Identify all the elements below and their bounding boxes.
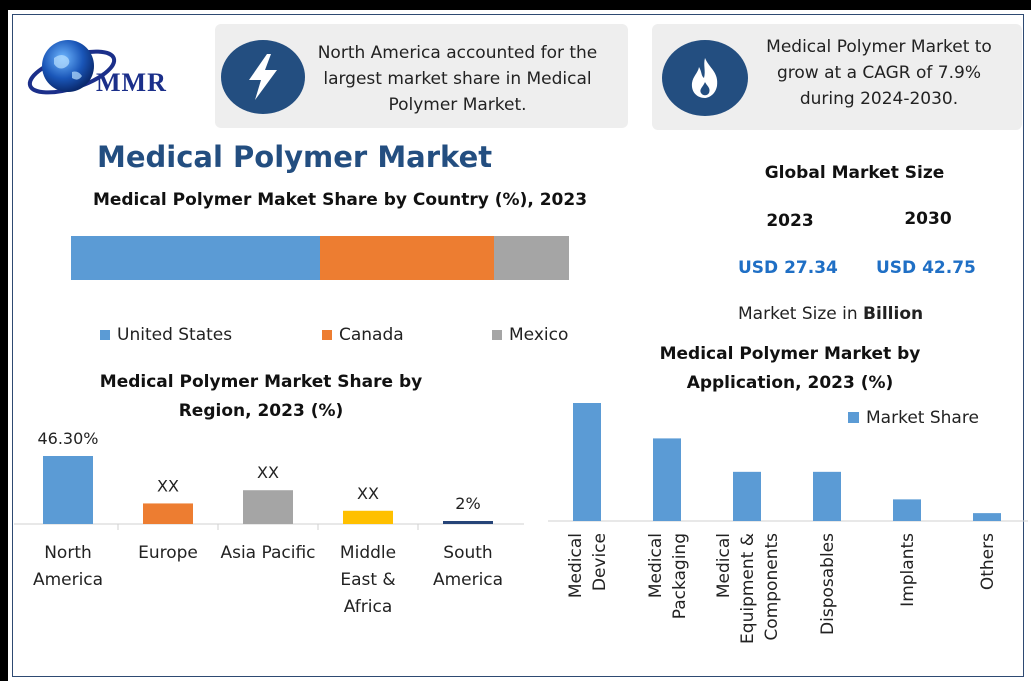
- application-bar: [573, 403, 601, 521]
- country-legend-item: Canada: [322, 325, 404, 345]
- legend-swatch: [492, 330, 502, 340]
- region-data-label: XX: [157, 476, 179, 495]
- region-data-label: 46.30%: [37, 429, 98, 448]
- application-tick-line: Medical: [646, 533, 666, 598]
- application-legend-swatch: [848, 412, 859, 423]
- region-chart: 46.30% North America XX Europe XX Asia Pacific…: [14, 429, 524, 617]
- region-tick-label: North: [44, 543, 92, 563]
- banner-left-icon-circle: [221, 40, 305, 114]
- region-bar: [43, 456, 93, 524]
- application-chart-title: Medical Polymer Market by Application, 2…: [659, 344, 921, 393]
- region-chart-title: Medical Polymer Market Share by Region, …: [99, 372, 423, 421]
- application-tick-label: Implants: [898, 533, 918, 607]
- frame-border: [12, 14, 1024, 677]
- banner-left-text: North America accounted for the largest …: [317, 43, 598, 115]
- application-tick-line: Others: [978, 533, 998, 590]
- region-data-label: XX: [257, 463, 279, 482]
- year-2023-label: 2023: [766, 211, 814, 231]
- application-bar: [653, 438, 681, 521]
- value-2030: USD 42.75: [876, 258, 976, 278]
- legend-label: Mexico: [509, 325, 569, 345]
- application-tick-line: Device: [590, 533, 610, 591]
- value-2023: USD 27.34: [738, 258, 838, 278]
- region-tick-label: America: [33, 570, 103, 590]
- year-2030-label: 2030: [904, 209, 952, 229]
- application-bar: [733, 471, 761, 521]
- logo-text: MMR: [96, 68, 167, 97]
- region-tick-label: Asia Pacific: [220, 543, 315, 563]
- region-tick-label: Middle: [340, 543, 396, 563]
- country-segment-canada: [320, 236, 495, 280]
- application-tick-line: Components: [762, 533, 782, 641]
- application-tick-label: Disposables: [818, 533, 838, 635]
- application-bar: [893, 499, 921, 521]
- region-tick-label: East &: [340, 570, 395, 590]
- mmr-logo: MMR: [24, 28, 184, 108]
- globe-icon: [27, 40, 117, 95]
- application-tick-label: Medical Device: [566, 533, 610, 598]
- application-tick-label: Others: [978, 533, 998, 590]
- market-size-unit: Market Size in Billion: [738, 304, 923, 324]
- region-bar: [143, 503, 193, 524]
- region-tick-label: Europe: [138, 543, 198, 563]
- region-tick-label: South: [443, 543, 492, 563]
- flame-icon: [691, 58, 718, 98]
- banner-right-icon-circle: [662, 40, 748, 116]
- legend-label: Canada: [339, 325, 404, 345]
- legend-label: United States: [117, 325, 233, 345]
- lightning-icon: [249, 54, 277, 100]
- region-tick-label: America: [433, 570, 503, 590]
- country-segment-united-states: [71, 236, 320, 280]
- market-size-unit-prefix: Market Size in: [738, 304, 858, 324]
- application-tick-label: Medical Packaging: [646, 533, 690, 619]
- application-tick-line: Medical: [566, 533, 586, 598]
- region-tick-label: Africa: [344, 597, 393, 617]
- region-bar: [343, 510, 393, 524]
- application-bar: [973, 513, 1001, 521]
- banner-right-text: Medical Polymer Market to grow at a CAGR…: [766, 37, 992, 109]
- legend-swatch: [100, 330, 110, 340]
- application-legend-label: Market Share: [866, 408, 979, 428]
- legend-swatch: [322, 330, 332, 340]
- application-tick-line: Packaging: [670, 533, 690, 619]
- country-chart-title: Medical Polymer Maket Share by Country (…: [92, 190, 588, 210]
- application-tick-line: Implants: [898, 533, 918, 607]
- region-data-label: XX: [357, 484, 379, 503]
- country-legend-item: Mexico: [492, 325, 568, 345]
- application-tick-line: Disposables: [818, 533, 838, 635]
- region-bar: [443, 521, 493, 524]
- market-size-heading: Global Market Size: [764, 163, 945, 183]
- country-legend-item: United States: [100, 325, 232, 345]
- page-title: Medical Polymer Market: [97, 140, 493, 174]
- application-bar: [813, 471, 841, 521]
- application-tick-label: Medical Equipment & Components: [714, 533, 782, 644]
- application-tick-line: Equipment &: [738, 533, 758, 644]
- region-bar: [243, 490, 293, 524]
- country-segment-mexico: [494, 236, 569, 280]
- market-size-unit-bold: Billion: [863, 304, 924, 324]
- application-tick-line: Medical: [714, 533, 734, 598]
- region-data-label: 2%: [455, 494, 480, 513]
- application-chart: Medical Device Medical Packaging Medical Equi…: [548, 403, 1028, 644]
